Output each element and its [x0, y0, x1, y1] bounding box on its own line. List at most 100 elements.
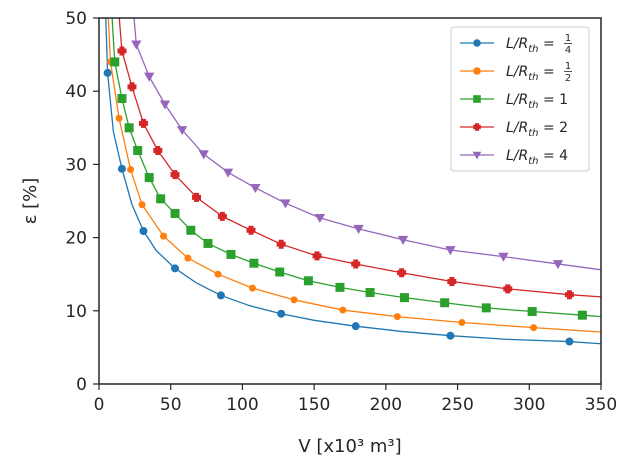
data-point [280, 199, 291, 209]
legend-label-equals: = [539, 120, 560, 136]
legend-marker [473, 123, 481, 131]
legend-fraction-denominator: 2 [565, 73, 571, 84]
data-point [481, 303, 491, 313]
data-point [216, 291, 225, 300]
data-point [527, 307, 537, 317]
legend-label-equals: = [539, 36, 555, 52]
x-tick-label: 100 [226, 395, 258, 415]
data-point [312, 251, 322, 261]
legend-box [450, 26, 590, 172]
data-point [156, 194, 166, 204]
data-point [397, 268, 407, 278]
data-point [353, 224, 364, 234]
x-tick-label: 150 [298, 395, 330, 415]
data-point [276, 239, 286, 249]
data-point [565, 337, 574, 346]
data-point [131, 40, 142, 50]
data-point [160, 232, 168, 240]
data-point [214, 270, 222, 278]
data-point [564, 290, 574, 300]
data-point [226, 249, 236, 259]
x-axis-title: V [x10³ m³] [298, 436, 401, 457]
legend-label-prefix: L/R [506, 120, 528, 136]
legend-fraction-numerator: 1 [565, 61, 571, 72]
y-tick-label: 0 [76, 375, 87, 395]
y-tick-label: 10 [65, 302, 87, 322]
data-point [250, 183, 261, 193]
legend-label-equals: = [539, 148, 560, 164]
legend-label-prefix: L/R [506, 36, 528, 52]
legend-label-equals: = [539, 92, 560, 108]
x-tick-label: 50 [160, 395, 182, 415]
y-tick-label: 30 [65, 155, 87, 175]
data-point [552, 260, 564, 270]
data-point [393, 313, 401, 321]
data-point [400, 293, 410, 303]
data-point [170, 208, 180, 218]
legend-item: L/Rth = 14 [460, 33, 572, 56]
x-tick-label: 300 [513, 395, 545, 415]
x-tick-label: 250 [441, 395, 473, 415]
data-point [339, 306, 347, 314]
series-5 [131, 18, 601, 271]
legend-marker [473, 39, 481, 47]
data-point [249, 258, 259, 268]
plot-frame [98, 17, 602, 385]
x-tick-label: 350 [585, 395, 617, 415]
legend-label-value: 2 [559, 120, 568, 136]
y-tick-label: 20 [65, 229, 87, 249]
legend-label: L/Rth = 1 [506, 92, 568, 111]
data-point [351, 259, 361, 269]
data-point [110, 57, 120, 67]
series-line [111, 18, 601, 318]
legend-label-value: 1 [559, 92, 568, 108]
data-point [290, 296, 298, 304]
data-point [335, 282, 345, 292]
legend-marker [473, 67, 481, 75]
legend-item: L/Rth = 12 [460, 61, 572, 84]
data-point [127, 166, 135, 174]
series-3 [110, 18, 601, 320]
data-point [117, 46, 127, 56]
data-point [440, 298, 450, 308]
data-point [139, 227, 148, 236]
data-point [198, 150, 209, 160]
data-point [133, 145, 143, 155]
legend-label-equals: = [539, 64, 555, 80]
legend-label-subscript: th [528, 100, 538, 111]
legend-label: L/Rth = 2 [506, 120, 568, 139]
data-point [351, 322, 360, 331]
data-point [184, 254, 192, 262]
legend-label-subscript: th [528, 128, 538, 139]
data-point [117, 164, 126, 173]
data-point [192, 192, 202, 202]
legend-label-subscript: th [528, 156, 538, 167]
legend: L/Rth = 14L/Rth = 12L/Rth = 1L/Rth = 2L/… [450, 26, 590, 172]
legend-label-subscript: th [528, 44, 538, 55]
data-point [498, 252, 509, 262]
data-point [138, 118, 148, 128]
legend-label-value: 4 [559, 148, 568, 164]
data-point [203, 238, 213, 248]
legend-label-prefix: L/R [506, 92, 528, 108]
legend-item: L/Rth = 1 [460, 92, 568, 111]
legend-label: L/Rth = [506, 36, 555, 55]
data-point [117, 94, 127, 104]
data-point [115, 114, 123, 122]
data-point [103, 68, 112, 77]
x-tick-label: 200 [370, 395, 402, 415]
data-point [303, 276, 313, 286]
legend-label-prefix: L/R [506, 148, 528, 164]
data-point [397, 235, 409, 245]
legend-label-prefix: L/R [506, 64, 528, 80]
data-point [153, 145, 163, 155]
legend-fraction-denominator: 4 [565, 45, 571, 56]
series-layer [103, 18, 601, 346]
data-point [138, 201, 146, 209]
y-axis: 0 10 20 30 40 50 [65, 9, 99, 395]
y-tick-label: 50 [65, 9, 87, 29]
legend-marker [473, 95, 481, 103]
data-point [159, 100, 171, 110]
data-point [124, 123, 134, 133]
legend-item: L/Rth = 2 [460, 120, 568, 139]
